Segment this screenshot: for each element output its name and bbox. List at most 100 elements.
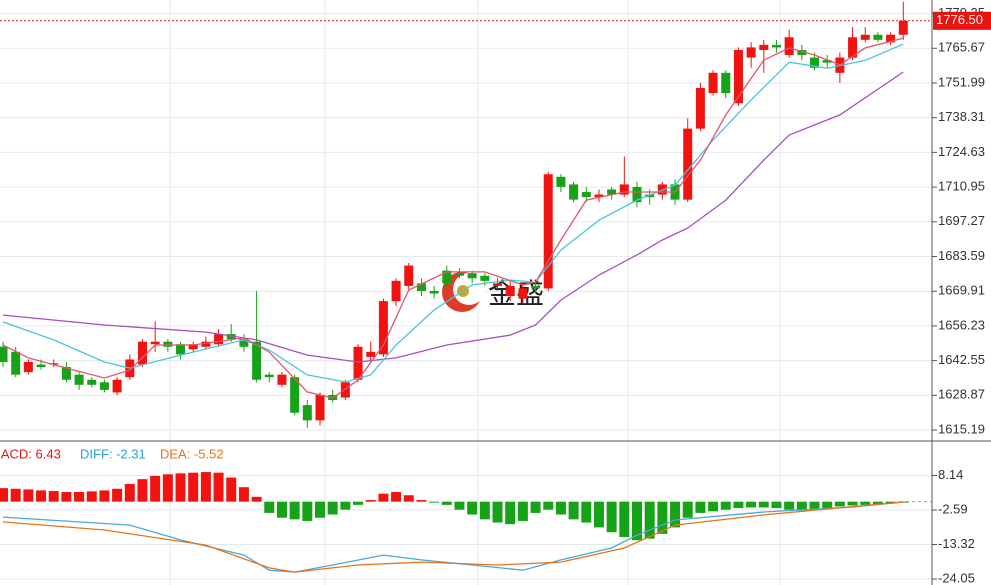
candle-body	[543, 174, 553, 289]
macd-bar	[796, 501, 807, 511]
plot	[0, 1, 932, 573]
candle-body	[378, 301, 388, 355]
macd-bar	[872, 501, 883, 505]
macd-bar	[670, 501, 681, 528]
y-tick-label: 1669.91	[938, 283, 985, 298]
macd-bar	[137, 479, 148, 502]
candle-body	[340, 382, 350, 398]
macd-bar	[517, 501, 528, 521]
candle-body	[493, 283, 503, 286]
logo-cut	[453, 273, 485, 305]
y-tick-label: -24.05	[938, 570, 975, 585]
candle-body	[11, 351, 21, 375]
y-tick-label: 1642.55	[938, 352, 985, 367]
macd-bar	[416, 500, 427, 502]
macd-bar	[188, 472, 199, 502]
macd-bar	[353, 501, 364, 505]
candle-body	[188, 344, 198, 350]
candle-body	[416, 283, 426, 291]
macd-bar	[441, 501, 452, 505]
macd-bar	[74, 492, 85, 502]
candle-body	[214, 334, 224, 345]
candle-body	[721, 72, 731, 94]
macd-bar	[302, 501, 313, 521]
macd-bar	[695, 501, 706, 513]
candle-body	[176, 344, 186, 355]
candle-body	[61, 367, 71, 380]
legend-label: DEA: -5.52	[160, 446, 224, 461]
candle-body	[556, 176, 566, 187]
macd-bar	[124, 483, 135, 502]
candle-body	[632, 186, 642, 203]
macd-bar	[48, 491, 59, 502]
macd-bar	[593, 501, 604, 528]
macd-bar	[454, 501, 465, 510]
candle-body	[531, 285, 541, 289]
candle-body	[645, 194, 655, 198]
candle-body	[404, 265, 414, 286]
candle-body	[467, 273, 477, 279]
macd-bar	[23, 489, 34, 502]
macd-bar	[112, 488, 123, 502]
moving-average	[2, 37, 904, 399]
candle-body	[569, 184, 579, 200]
macd-bar	[530, 501, 541, 513]
macd-bar	[568, 501, 579, 520]
macd-bar	[0, 488, 8, 502]
y-tick-label: 8.14	[938, 467, 963, 482]
candle-body	[23, 361, 33, 373]
macd-bar	[467, 501, 478, 515]
macd-bar	[505, 501, 516, 525]
macd-bar	[429, 501, 440, 503]
macd-bar	[720, 501, 731, 510]
y-tick-label: -13.32	[938, 536, 975, 551]
macd-bar	[771, 501, 782, 509]
macd-bar	[657, 501, 668, 534]
macd-bar	[492, 501, 503, 523]
macd-bar	[86, 491, 97, 502]
candle-body	[771, 44, 781, 48]
macd-bar	[150, 475, 161, 502]
price-label-box	[933, 11, 991, 30]
macd-bar	[606, 501, 617, 533]
macd-bar	[860, 501, 871, 505]
candle-body	[150, 341, 160, 345]
macd-bar	[61, 492, 72, 502]
macd-bar	[251, 496, 262, 502]
candle-body	[264, 374, 274, 378]
candle-body	[137, 341, 147, 365]
macd-bar	[226, 477, 237, 502]
candle-body	[99, 382, 109, 390]
candle-body	[518, 288, 528, 299]
macd-bar	[264, 501, 275, 513]
candle-body	[607, 189, 617, 195]
candle-body	[898, 20, 908, 35]
candle-body	[733, 49, 743, 104]
macd-bar	[36, 490, 47, 502]
macd-bar	[746, 501, 757, 508]
macd-bar	[708, 501, 719, 512]
macd-bar	[340, 501, 351, 510]
candle-body	[873, 34, 883, 40]
macd-bar	[327, 501, 338, 515]
candle-body	[581, 192, 591, 198]
macd-bar	[809, 501, 820, 510]
y-tick-label: 1738.31	[938, 109, 985, 124]
candle-body	[442, 270, 452, 284]
macd-bar	[10, 488, 21, 502]
macd-bar	[555, 501, 566, 515]
candle-body	[429, 290, 439, 294]
macd-bar	[403, 495, 414, 502]
macd-bar	[365, 500, 376, 502]
macd-bar	[682, 501, 693, 518]
macd-bar	[200, 472, 211, 502]
y-tick-label: 1683.59	[938, 248, 985, 263]
candle-body	[36, 364, 46, 368]
macd-bar	[822, 501, 833, 509]
candle-body	[505, 285, 515, 297]
candle-body	[822, 60, 832, 63]
moving-average	[2, 43, 904, 383]
candle-body	[290, 377, 300, 413]
candle-body	[315, 394, 325, 421]
